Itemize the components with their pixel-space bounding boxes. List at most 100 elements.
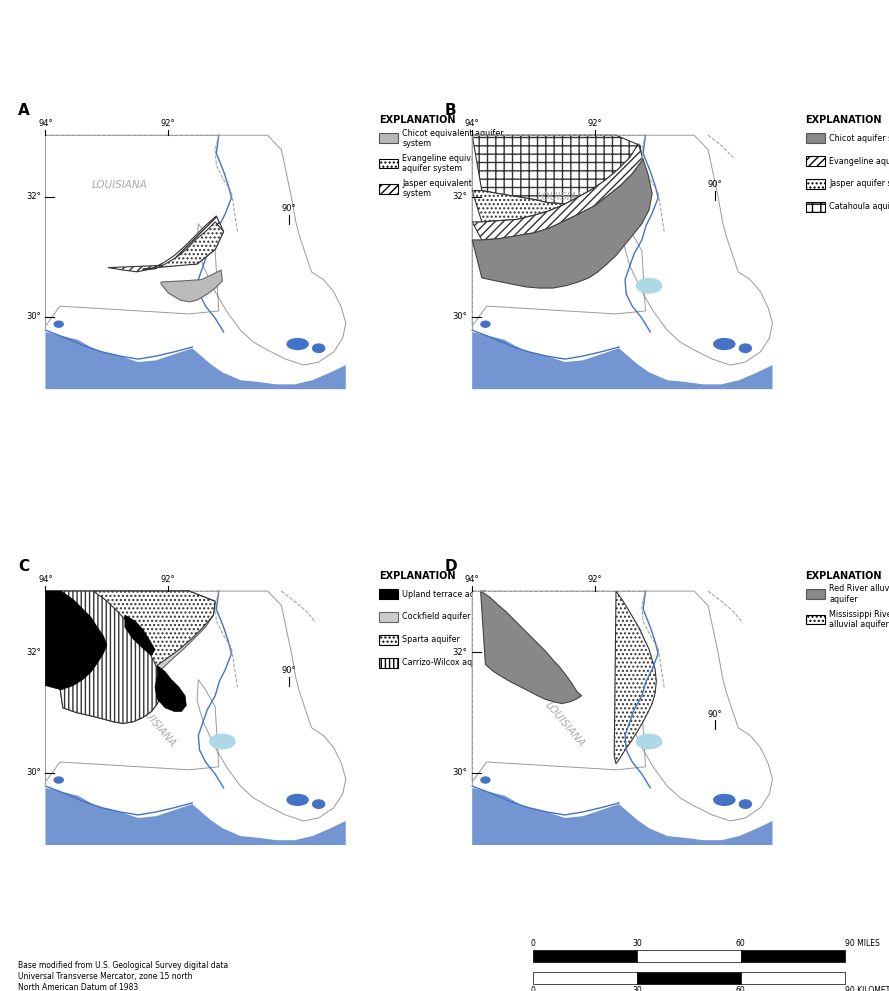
Text: Universal Transverse Mercator, zone 15 north: Universal Transverse Mercator, zone 15 n…	[18, 972, 192, 981]
Polygon shape	[45, 332, 346, 389]
Polygon shape	[45, 788, 346, 845]
Text: 90°: 90°	[281, 204, 296, 213]
Polygon shape	[45, 591, 161, 723]
FancyBboxPatch shape	[805, 134, 825, 143]
Ellipse shape	[481, 321, 490, 327]
Text: 32°: 32°	[26, 648, 41, 657]
Text: 32°: 32°	[453, 648, 468, 657]
Text: Cockfield aquifer: Cockfield aquifer	[403, 612, 471, 621]
Text: EXPLANATION: EXPLANATION	[379, 571, 455, 581]
Polygon shape	[472, 135, 642, 204]
FancyBboxPatch shape	[379, 134, 398, 143]
Text: Carrizo-Wilcox aquifer: Carrizo-Wilcox aquifer	[403, 658, 491, 667]
Text: 90°: 90°	[708, 710, 723, 718]
Text: Red River alluvial
aquifer: Red River alluvial aquifer	[829, 585, 889, 604]
Ellipse shape	[313, 800, 324, 809]
Text: Chicot aquifer system: Chicot aquifer system	[829, 134, 889, 143]
Polygon shape	[143, 222, 224, 270]
Text: 90 KILOMETERS: 90 KILOMETERS	[845, 986, 889, 991]
Ellipse shape	[210, 734, 235, 749]
FancyBboxPatch shape	[379, 658, 398, 668]
Ellipse shape	[287, 795, 308, 806]
Text: 94°: 94°	[465, 119, 479, 128]
Text: EXPLANATION: EXPLANATION	[805, 571, 882, 581]
Text: North American Datum of 1983: North American Datum of 1983	[18, 983, 138, 991]
Polygon shape	[481, 591, 581, 704]
Polygon shape	[155, 666, 187, 712]
Text: 90 MILES: 90 MILES	[845, 939, 879, 948]
Ellipse shape	[313, 344, 324, 353]
Polygon shape	[63, 591, 215, 690]
Text: Chicot equivalent aquifer
system: Chicot equivalent aquifer system	[403, 129, 504, 148]
Text: Catahoula aquifer: Catahoula aquifer	[829, 202, 889, 211]
Ellipse shape	[714, 339, 735, 350]
Text: 90°: 90°	[281, 666, 296, 675]
Text: 60: 60	[736, 939, 746, 948]
Text: 30°: 30°	[453, 768, 468, 777]
Text: 92°: 92°	[588, 119, 602, 128]
Text: 30: 30	[632, 986, 642, 991]
Text: 30: 30	[632, 939, 642, 948]
Polygon shape	[472, 146, 642, 222]
Text: EXPLANATION: EXPLANATION	[805, 115, 882, 125]
Text: 30°: 30°	[26, 768, 41, 777]
FancyBboxPatch shape	[379, 590, 398, 599]
Ellipse shape	[54, 321, 63, 327]
Polygon shape	[614, 591, 656, 764]
Ellipse shape	[287, 339, 308, 350]
Text: 0: 0	[531, 986, 536, 991]
Text: 92°: 92°	[161, 575, 175, 584]
Text: LOUISIANA: LOUISIANA	[543, 700, 587, 749]
Text: 32°: 32°	[453, 192, 468, 201]
FancyBboxPatch shape	[805, 202, 825, 212]
Polygon shape	[472, 788, 773, 845]
Text: Evangeline aquifer: Evangeline aquifer	[829, 157, 889, 165]
Text: 90°: 90°	[708, 180, 723, 189]
Text: B: B	[444, 103, 456, 118]
Polygon shape	[45, 591, 107, 690]
Polygon shape	[472, 591, 773, 821]
Ellipse shape	[714, 795, 735, 806]
Ellipse shape	[637, 734, 661, 749]
Text: LOUISIANA: LOUISIANA	[134, 700, 178, 749]
Text: 92°: 92°	[588, 575, 602, 584]
Polygon shape	[472, 332, 773, 389]
Text: 92°: 92°	[161, 119, 175, 128]
Text: Mississippi River
alluvial aquifer: Mississippi River alluvial aquifer	[829, 609, 889, 629]
Text: C: C	[18, 559, 29, 574]
FancyBboxPatch shape	[379, 184, 398, 193]
FancyBboxPatch shape	[805, 179, 825, 188]
Polygon shape	[472, 160, 653, 288]
Polygon shape	[45, 591, 346, 821]
Polygon shape	[63, 591, 213, 690]
Text: Jasper aquifer system: Jasper aquifer system	[829, 179, 889, 188]
Text: D: D	[444, 559, 457, 574]
Text: LOUISIANA: LOUISIANA	[92, 179, 148, 189]
Text: 30°: 30°	[453, 312, 468, 321]
FancyBboxPatch shape	[379, 612, 398, 621]
Text: 60: 60	[736, 986, 746, 991]
FancyBboxPatch shape	[379, 635, 398, 644]
Polygon shape	[63, 591, 215, 690]
Polygon shape	[472, 144, 643, 240]
Ellipse shape	[481, 777, 490, 783]
Text: 94°: 94°	[465, 575, 479, 584]
Ellipse shape	[740, 800, 751, 809]
Text: A: A	[18, 103, 29, 118]
Ellipse shape	[740, 344, 751, 353]
Polygon shape	[45, 591, 161, 723]
Polygon shape	[161, 270, 222, 302]
Text: LOUISIANA: LOUISIANA	[537, 191, 593, 201]
Ellipse shape	[637, 278, 661, 293]
Text: 30°: 30°	[26, 312, 41, 321]
Polygon shape	[472, 135, 773, 365]
Text: 0: 0	[531, 939, 536, 948]
FancyBboxPatch shape	[805, 157, 825, 165]
Polygon shape	[45, 135, 346, 365]
Text: Upland terrace aquifer: Upland terrace aquifer	[403, 590, 493, 599]
Text: 94°: 94°	[38, 575, 52, 584]
FancyBboxPatch shape	[805, 614, 825, 624]
Text: Base modified from U.S. Geological Survey digital data: Base modified from U.S. Geological Surve…	[18, 961, 228, 970]
Polygon shape	[124, 615, 155, 655]
Polygon shape	[108, 216, 224, 272]
